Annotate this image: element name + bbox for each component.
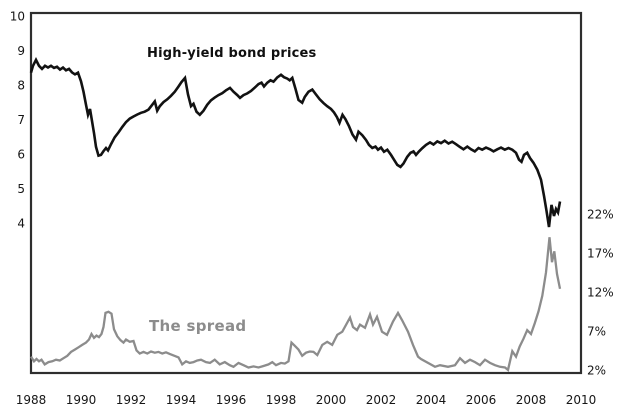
right-tick-label: 7% (587, 324, 606, 338)
left-tick-label: 6 (17, 147, 25, 161)
x-tick-label: 2002 (366, 393, 397, 407)
x-axis-labels: 1988 1990 1992 1994 1996 1998 2000 2002 2004 2006… (16, 393, 597, 407)
right-tick-label: 22% (587, 207, 614, 221)
x-tick-label: 1988 (16, 393, 47, 407)
right-tick-label: 12% (587, 285, 614, 299)
right-tick-label: 2% (587, 363, 606, 377)
right-tick-label: 17% (587, 246, 614, 260)
left-tick-label: 10 (10, 9, 25, 23)
left-tick-label: 9 (17, 44, 25, 58)
left-tick-label: 4 (17, 216, 25, 230)
chart-title: High-yield bond prices (147, 46, 317, 61)
x-tick-label: 1992 (116, 393, 147, 407)
spread-line (30, 237, 562, 372)
left-tick-label: 5 (17, 182, 25, 196)
left-tick-label: 7 (17, 113, 25, 127)
plot-frame (29, 11, 583, 375)
spread-series-label: The spread (149, 317, 247, 335)
x-tick-label: 2000 (316, 393, 347, 407)
series-lines (29, 57, 562, 372)
left-axis-labels: 10 9 8 7 6 5 4 (10, 9, 25, 230)
x-tick-label: 1996 (216, 393, 247, 407)
x-tick-label: 2008 (516, 393, 547, 407)
x-tick-label: 2006 (466, 393, 497, 407)
price-line (29, 57, 562, 228)
x-tick-label: 2010 (566, 393, 597, 407)
x-tick-label: 2004 (416, 393, 447, 407)
left-tick-label: 8 (17, 78, 25, 92)
x-tick-label: 1994 (166, 393, 197, 407)
x-tick-label: 1990 (66, 393, 97, 407)
x-tick-label: 1998 (266, 393, 297, 407)
right-axis-labels: 22% 17% 12% 7% 2% (587, 207, 614, 377)
